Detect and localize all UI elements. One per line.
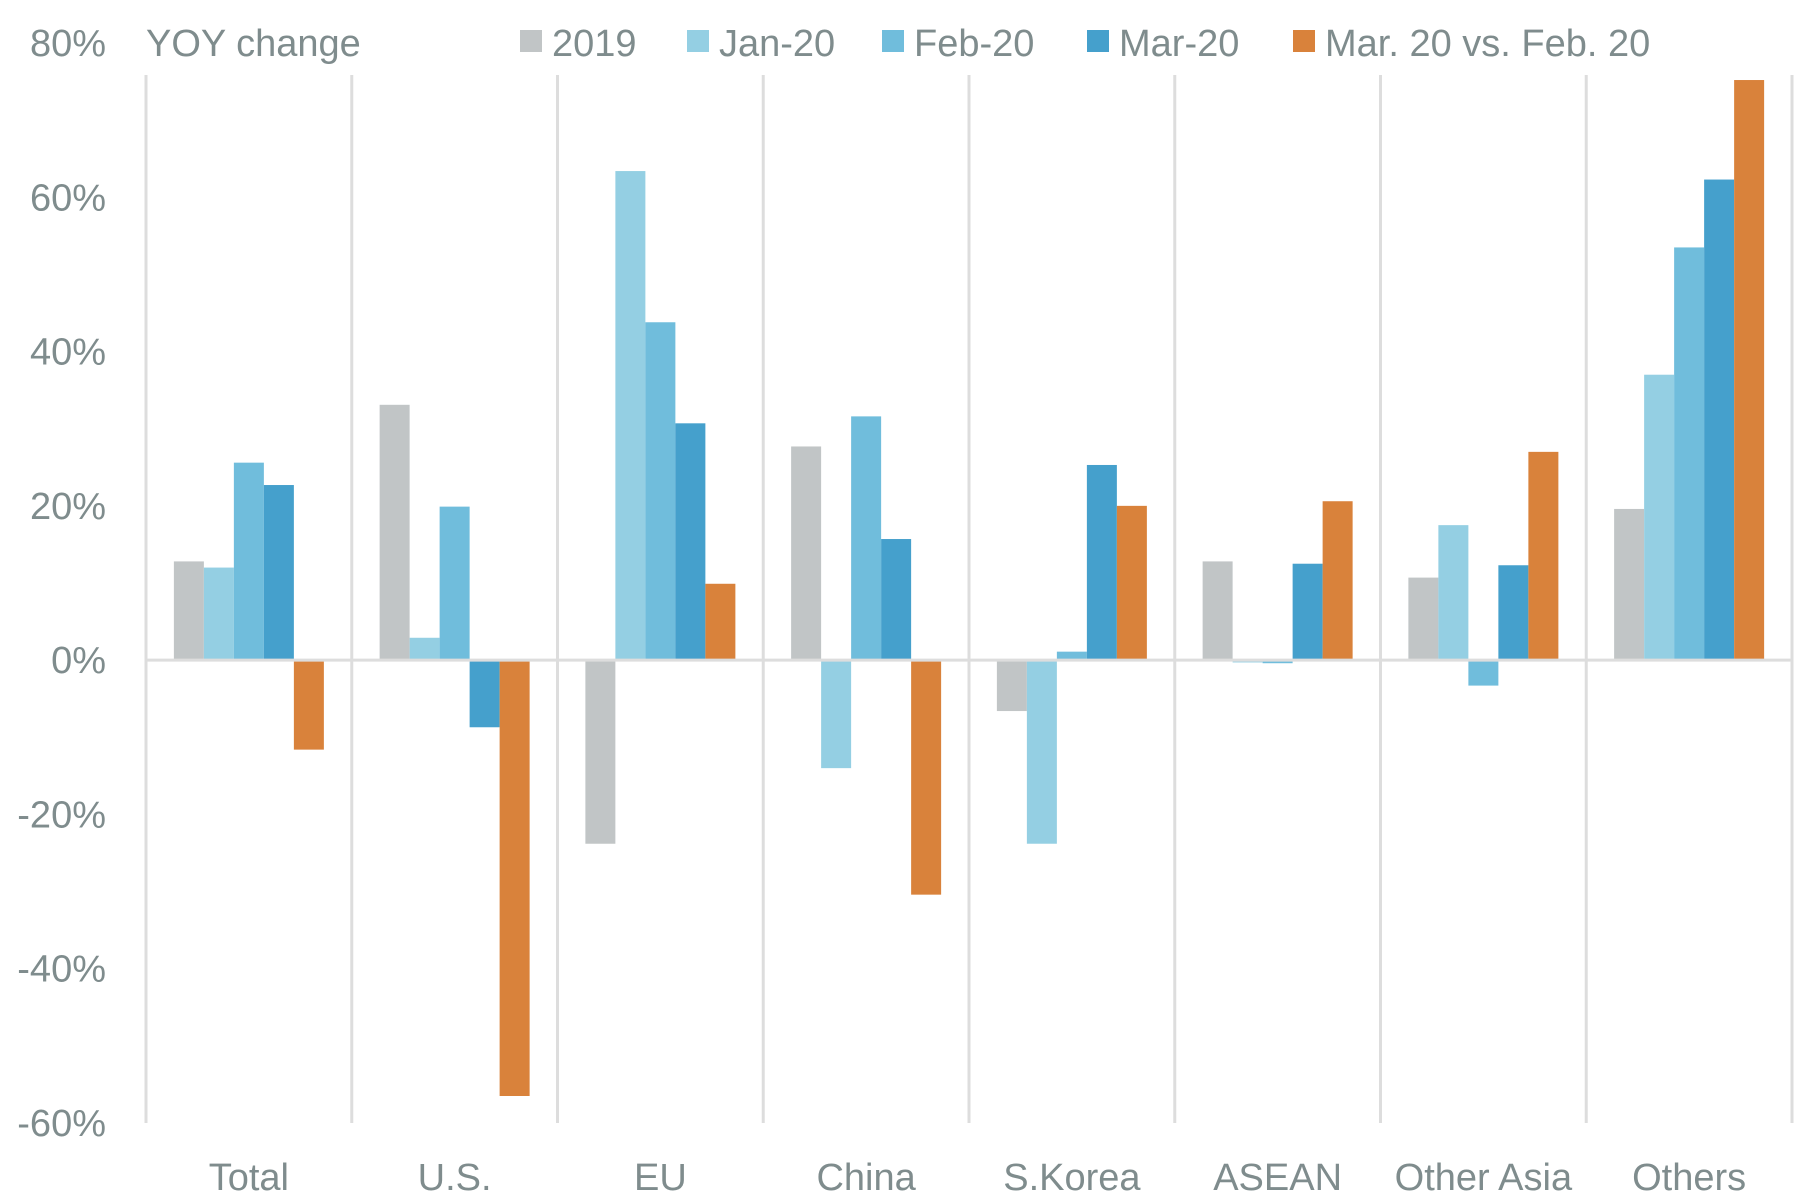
y-tick-label: 40% (30, 332, 106, 374)
bar-mar-20-vs-feb-20-asean (1322, 501, 1353, 661)
legend-label: Feb-20 (914, 23, 1034, 65)
bar-mar-20-s-korea (1086, 464, 1117, 661)
bar-mar-20-vs-feb-20-china (911, 660, 942, 895)
bar-2019-other-asia (1408, 577, 1439, 661)
bar-mar-20-vs-feb-20-others (1734, 80, 1765, 661)
y-tick-label: -40% (17, 949, 106, 991)
bar-mar-20-vs-feb-20-other-asia (1528, 451, 1559, 661)
bar-mar-20-china (881, 539, 912, 661)
bar-mar-20-vs-feb-20-s-korea (1116, 505, 1147, 661)
y-tick-label: -20% (17, 794, 106, 836)
x-category-label: Total (209, 1157, 289, 1198)
bar-jan-20-china (821, 660, 852, 769)
bar-mar-20-asean (1292, 563, 1323, 661)
bar-jan-20-total (203, 567, 234, 661)
legend-swatch (687, 30, 709, 52)
x-category-label: U.S. (418, 1157, 492, 1198)
x-category-label: Others (1632, 1157, 1746, 1198)
bar-mar-20-total (263, 485, 294, 661)
y-tick-label: 20% (30, 486, 106, 528)
x-category-label: Other Asia (1395, 1157, 1573, 1198)
bar-feb-20-other-asia (1468, 660, 1499, 686)
y-tick-label: 0% (51, 640, 106, 682)
legend-label: Mar-20 (1119, 23, 1239, 65)
bar-mar-20-others (1704, 179, 1735, 661)
x-category-label: S.Korea (1003, 1157, 1141, 1198)
x-category-label: China (816, 1157, 916, 1198)
x-category-label: ASEAN (1213, 1157, 1342, 1198)
axes: 80% 60% 40% 20% 0% -20% -40% -60% Total U.S. EU Chi… (17, 23, 1792, 1198)
bar-jan-20-others (1644, 374, 1675, 661)
y-tick-label: 60% (30, 177, 106, 219)
bar-jan-20-u-s- (409, 637, 440, 661)
bar-2019-u-s- (379, 404, 410, 661)
legend-swatch (1087, 30, 1109, 52)
legend-swatch (520, 30, 542, 52)
legend-swatch (882, 30, 904, 52)
bar-feb-20-s-korea (1056, 651, 1087, 661)
grid (144, 75, 1794, 1123)
bar-mar-20-eu (675, 423, 706, 661)
legend-label: Mar. 20 vs. Feb. 20 (1325, 23, 1650, 65)
bar-feb-20-eu (645, 322, 676, 661)
bar-feb-20-china (851, 416, 882, 661)
legend: YOY change 2019 Jan-20 Feb-20 Mar-20 Mar. 20… (146, 23, 1650, 65)
bar-mar-20-other-asia (1498, 565, 1529, 661)
bar-jan-20-other-asia (1438, 525, 1469, 661)
bar-2019-others (1614, 508, 1645, 661)
legend-label: 2019 (552, 23, 637, 65)
legend-swatch (1293, 30, 1315, 52)
bar-feb-20-asean (1262, 660, 1293, 664)
y-axis-title: YOY change (146, 23, 361, 65)
bar-jan-20-eu (615, 171, 646, 661)
legend-label: Jan-20 (719, 23, 835, 65)
x-category-label: EU (634, 1157, 687, 1198)
bar-2019-total (173, 561, 204, 661)
bar-mar-20-vs-feb-20-total (293, 660, 324, 750)
y-tick-label: 80% (30, 23, 106, 65)
bar-jan-20-s-korea (1026, 660, 1057, 844)
bar-mar-20-u-s- (469, 660, 500, 728)
bar-2019-china (791, 446, 822, 661)
bar-feb-20-u-s- (439, 506, 470, 661)
bar-feb-20-total (233, 462, 264, 661)
bar-2019-eu (585, 660, 616, 844)
bar-2019-asean (1202, 561, 1233, 661)
bars (173, 80, 1765, 1096)
y-tick-label: -60% (17, 1103, 106, 1145)
bar-feb-20-others (1674, 247, 1705, 661)
bar-mar-20-vs-feb-20-eu (705, 583, 736, 661)
bar-2019-s-korea (996, 660, 1027, 712)
bar-mar-20-vs-feb-20-u-s- (499, 660, 530, 1096)
